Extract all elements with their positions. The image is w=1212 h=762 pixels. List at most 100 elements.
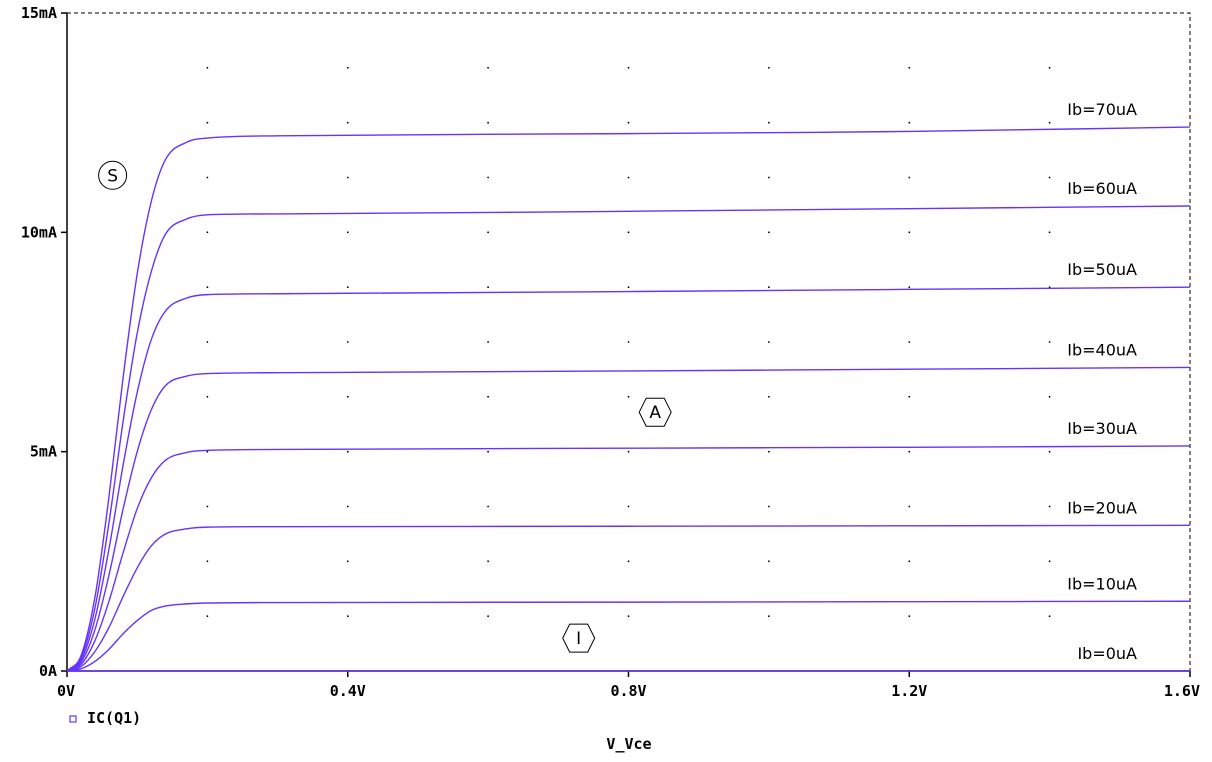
y-tick-label: 10mA (21, 223, 57, 241)
grid-dot (346, 121, 349, 124)
grid-dot (627, 121, 630, 124)
grid-dot (487, 395, 489, 398)
grid-dot (206, 231, 209, 234)
grid-dot (206, 395, 209, 398)
grid-dot (487, 615, 489, 618)
grid-dot (206, 615, 209, 618)
curve-label: Ib=70uA (1067, 100, 1137, 119)
grid-dot (1048, 450, 1051, 453)
curve-label: Ib=30uA (1067, 419, 1137, 438)
grid-dot (487, 286, 489, 289)
x-tick-label: 0.8V (610, 682, 646, 700)
grid-dot (206, 560, 209, 563)
grid-dot (206, 176, 209, 179)
curves (66, 126, 1191, 672)
grid-dot (487, 121, 489, 124)
x-tick-label: 1.2V (891, 682, 927, 700)
grid-dot (908, 176, 911, 179)
grid-dot (346, 560, 349, 563)
region-marker (562, 623, 596, 653)
region-marker (638, 397, 672, 427)
grid-dot (768, 450, 770, 453)
grid-dot (627, 231, 630, 234)
grid-dot (487, 231, 489, 234)
legend-label: IC(Q1) (87, 709, 141, 727)
grid-dot (346, 395, 349, 398)
grid-dot (487, 450, 489, 453)
plot-frame (66, 12, 1191, 672)
grid-dot (908, 450, 911, 453)
grid-dot (487, 176, 489, 179)
grid-dot (346, 615, 349, 618)
ic-curve (66, 445, 1191, 672)
grid-dot (908, 505, 911, 508)
grid-dot (908, 286, 911, 289)
grid-dot (487, 66, 489, 69)
ic-curve (66, 524, 1191, 672)
grid-dot (768, 505, 770, 508)
grid-dot (768, 66, 770, 69)
grid-dot (206, 121, 209, 124)
curve-label: Ib=50uA (1067, 260, 1137, 279)
region-marker (98, 160, 128, 190)
grid-dot (627, 176, 630, 179)
grid-dot (206, 505, 209, 508)
grid-dot (627, 66, 630, 69)
y-tick-label: 5mA (30, 443, 57, 461)
grid-dot (768, 231, 770, 234)
grid-dot (206, 341, 209, 343)
curve-label: Ib=10uA (1067, 574, 1137, 593)
grid (206, 66, 1051, 618)
grid-dot (768, 615, 770, 618)
curve-label: Ib=20uA (1067, 498, 1137, 517)
grid-dot (206, 66, 209, 69)
x-tick-label: 0.4V (330, 682, 366, 700)
grid-dot (1048, 66, 1051, 69)
grid-dot (908, 121, 911, 124)
grid-dot (908, 560, 911, 563)
region-letter: I (576, 629, 581, 649)
grid-dot (346, 66, 349, 69)
grid-dot (1048, 341, 1051, 343)
ic-curve (66, 205, 1191, 672)
grid-dot (627, 286, 630, 289)
grid-dot (908, 66, 911, 69)
grid-dot (346, 286, 349, 289)
grid-dot (346, 450, 349, 453)
grid-dot (1048, 560, 1051, 563)
y-tick-label: 0A (39, 662, 57, 680)
grid-dot (627, 395, 630, 398)
grid-dot (908, 341, 911, 343)
grid-dot (768, 341, 770, 343)
ic-curve (66, 600, 1191, 672)
grid-dot (206, 286, 209, 289)
grid-dot (768, 286, 770, 289)
region-letter: S (107, 166, 118, 186)
grid-dot (1048, 505, 1051, 508)
y-tick-label: 15mA (21, 4, 57, 22)
curve-label: Ib=0uA (1077, 644, 1137, 663)
grid-dot (346, 341, 349, 343)
grid-dot (908, 231, 911, 234)
grid-dot (768, 395, 770, 398)
grid-dot (908, 615, 911, 618)
grid-dot (346, 505, 349, 508)
x-axis-title: V_Vce (606, 735, 651, 753)
grid-dot (346, 176, 349, 179)
grid-dot (346, 231, 349, 234)
grid-dot (627, 505, 630, 508)
x-tick-label: 0V (57, 682, 75, 700)
region-letter: A (649, 403, 661, 423)
curve-label: Ib=40uA (1067, 340, 1137, 359)
grid-dot (487, 560, 489, 563)
axes: 0V 0.4V 0.8V 1.2V 1.6V 0A 5mA 10mA 15mA (21, 4, 1200, 700)
grid-dot (487, 505, 489, 508)
grid-dot (1048, 615, 1051, 618)
ic-curve (66, 286, 1191, 672)
grid-dot (1048, 176, 1051, 179)
grid-dot (627, 450, 630, 453)
grid-dot (1048, 121, 1051, 124)
grid-dot (1048, 395, 1051, 398)
curve-label: Ib=60uA (1067, 179, 1137, 198)
